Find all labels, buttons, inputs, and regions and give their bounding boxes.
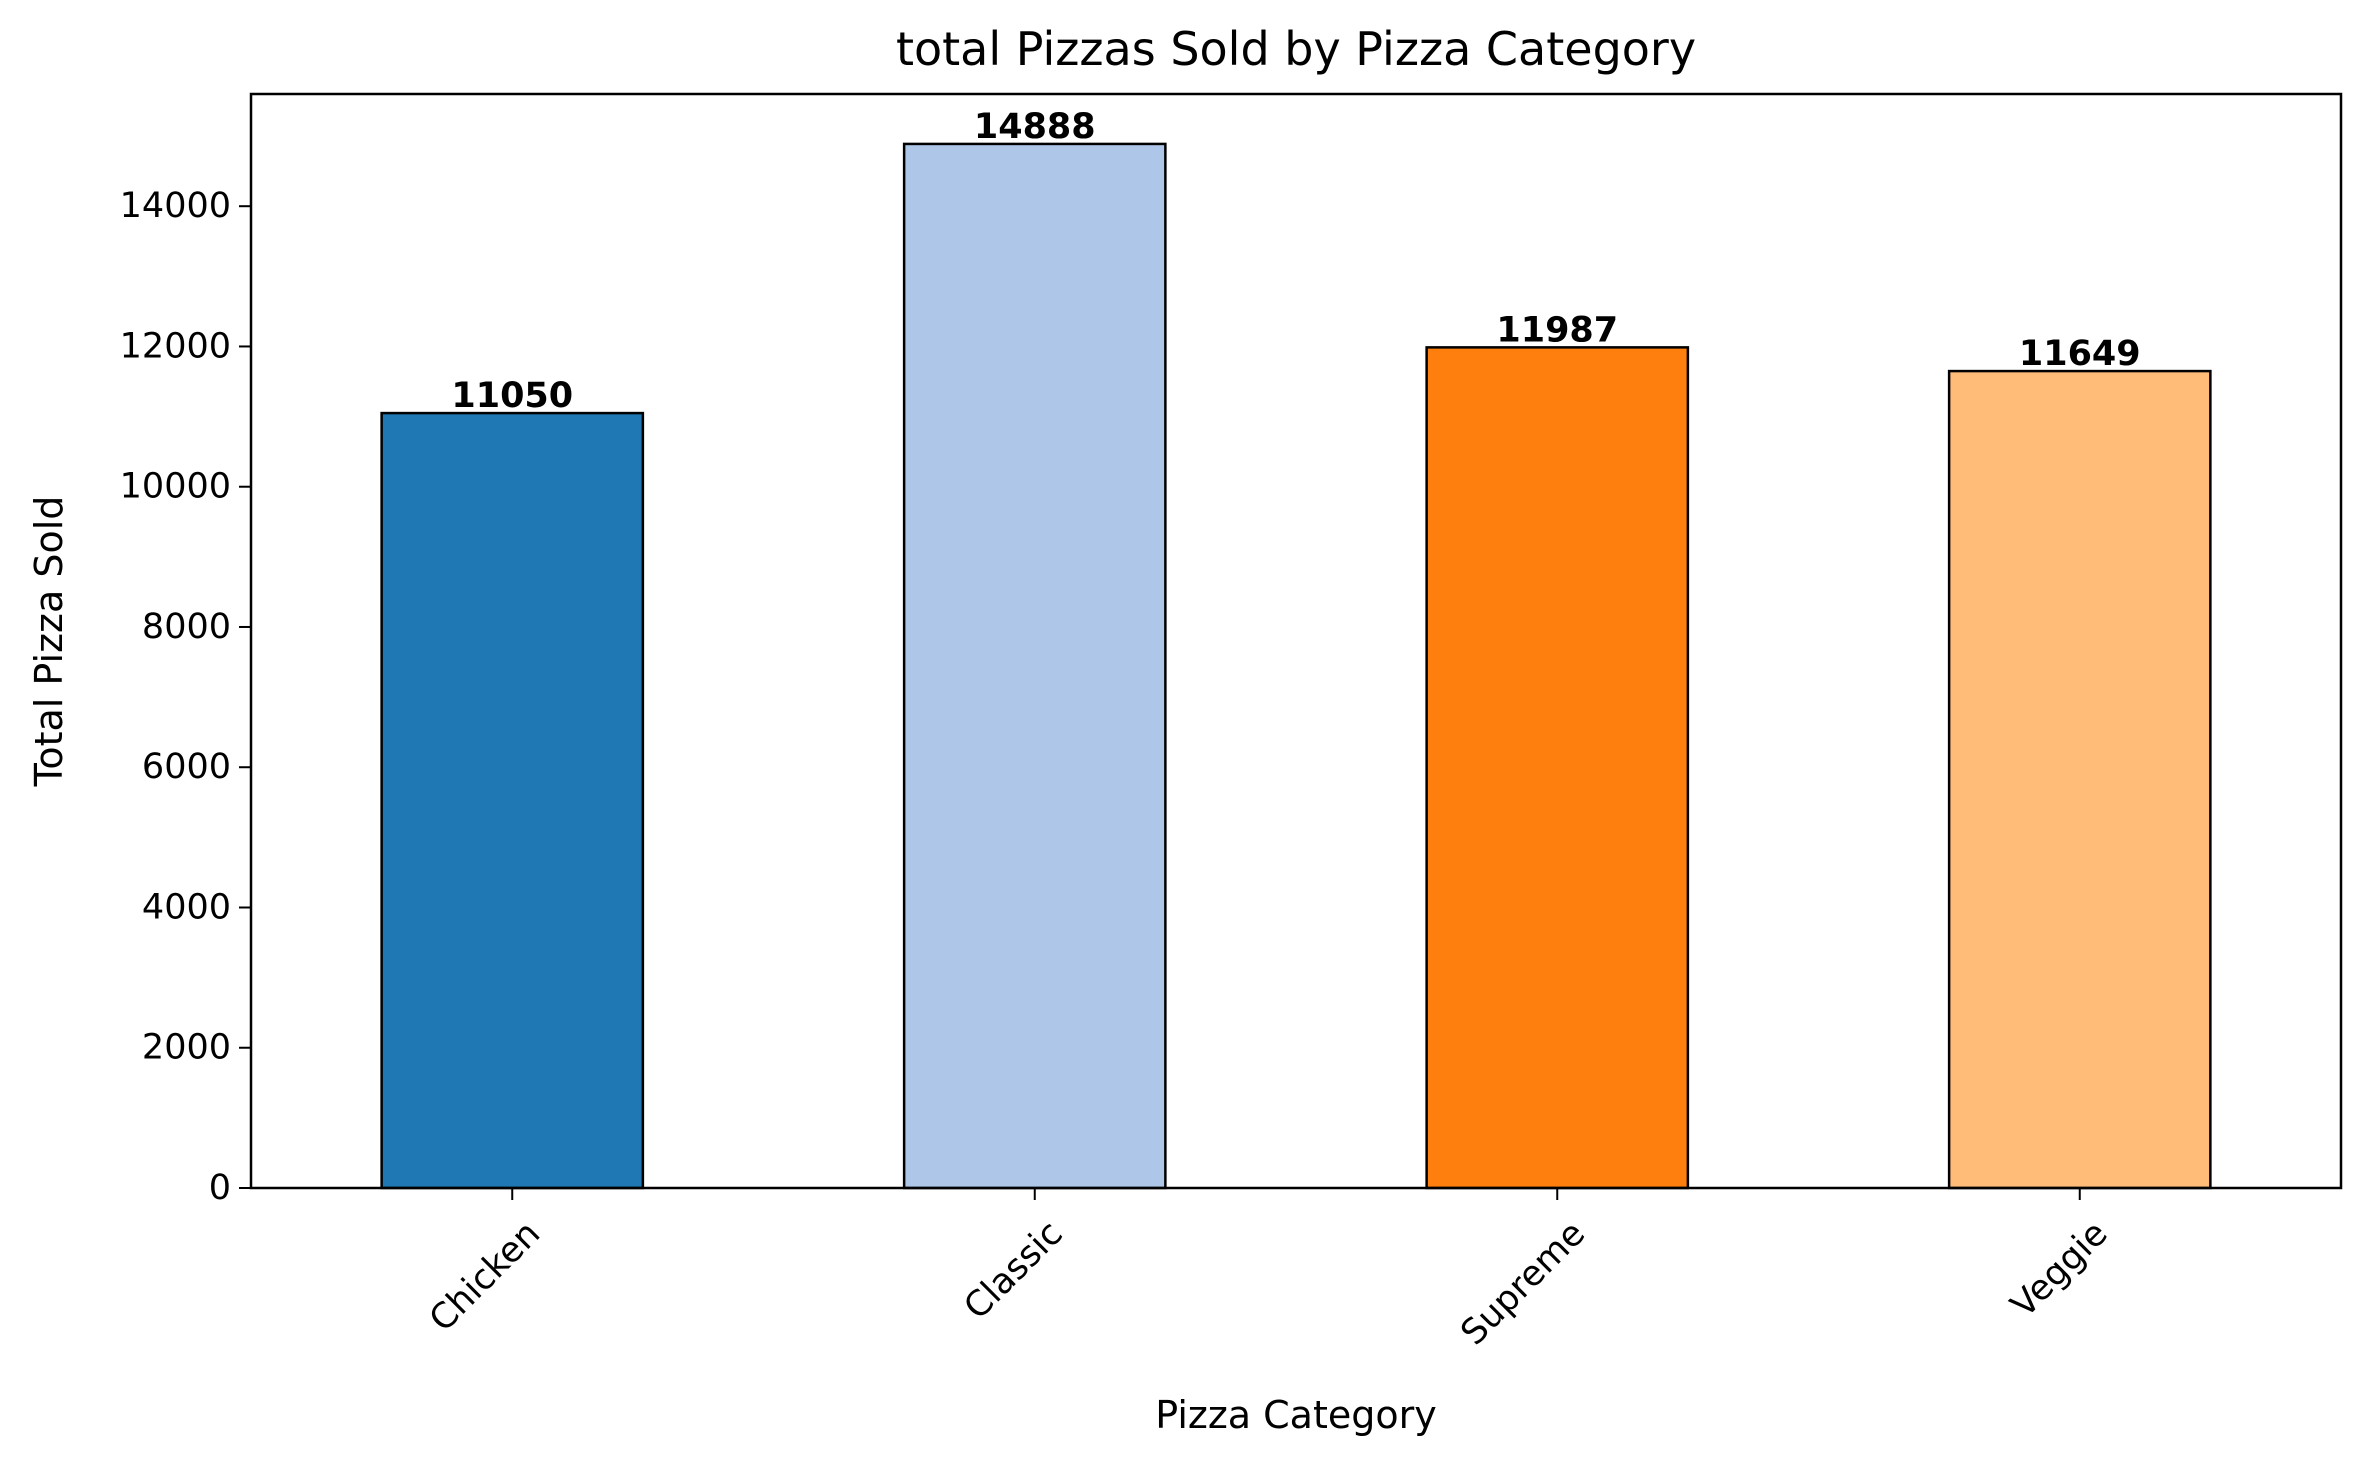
data-labels-group: 11050 14888 11987 11649 — [451, 107, 2140, 416]
bar-chicken — [380, 411, 645, 1190]
x-tick-label-classic: Classic — [957, 1214, 1071, 1328]
x-tick-label-veggie: Veggie — [2004, 1214, 2116, 1326]
x-axis-label: Pizza Category — [1155, 1393, 1436, 1437]
bar-veggie — [1947, 369, 2212, 1190]
x-tick-label-supreme: Supreme — [1454, 1214, 1594, 1354]
data-label-classic: 14888 — [974, 107, 1096, 147]
y-axis: 0 2000 4000 6000 8000 10000 12000 14000 — [120, 186, 251, 1208]
y-tick-label-14000: 14000 — [120, 186, 231, 226]
y-tick-label-12000: 12000 — [120, 326, 231, 366]
data-label-supreme: 11987 — [1496, 310, 1618, 350]
chart-title: total Pizzas Sold by Pizza Category — [896, 22, 1696, 76]
y-tick-label-8000: 8000 — [142, 607, 231, 647]
x-tick-label-chicken: Chicken — [422, 1214, 548, 1340]
y-tick-label-0: 0 — [209, 1168, 231, 1208]
y-tick-label-6000: 6000 — [142, 747, 231, 787]
data-label-veggie: 11649 — [2019, 334, 2141, 374]
y-tick-label-2000: 2000 — [142, 1028, 231, 1068]
x-axis: Chicken Classic Supreme Veggie — [422, 1188, 2116, 1353]
plot-frame — [249, 92, 2343, 1190]
y-axis-label: Total Pizza Sold — [27, 496, 71, 788]
bar-supreme — [1425, 346, 1690, 1190]
y-tick-label-10000: 10000 — [120, 467, 231, 507]
bar-classic — [902, 142, 1167, 1190]
data-label-chicken: 11050 — [451, 376, 573, 416]
bars-group — [380, 142, 2212, 1190]
y-tick-label-4000: 4000 — [142, 887, 231, 927]
